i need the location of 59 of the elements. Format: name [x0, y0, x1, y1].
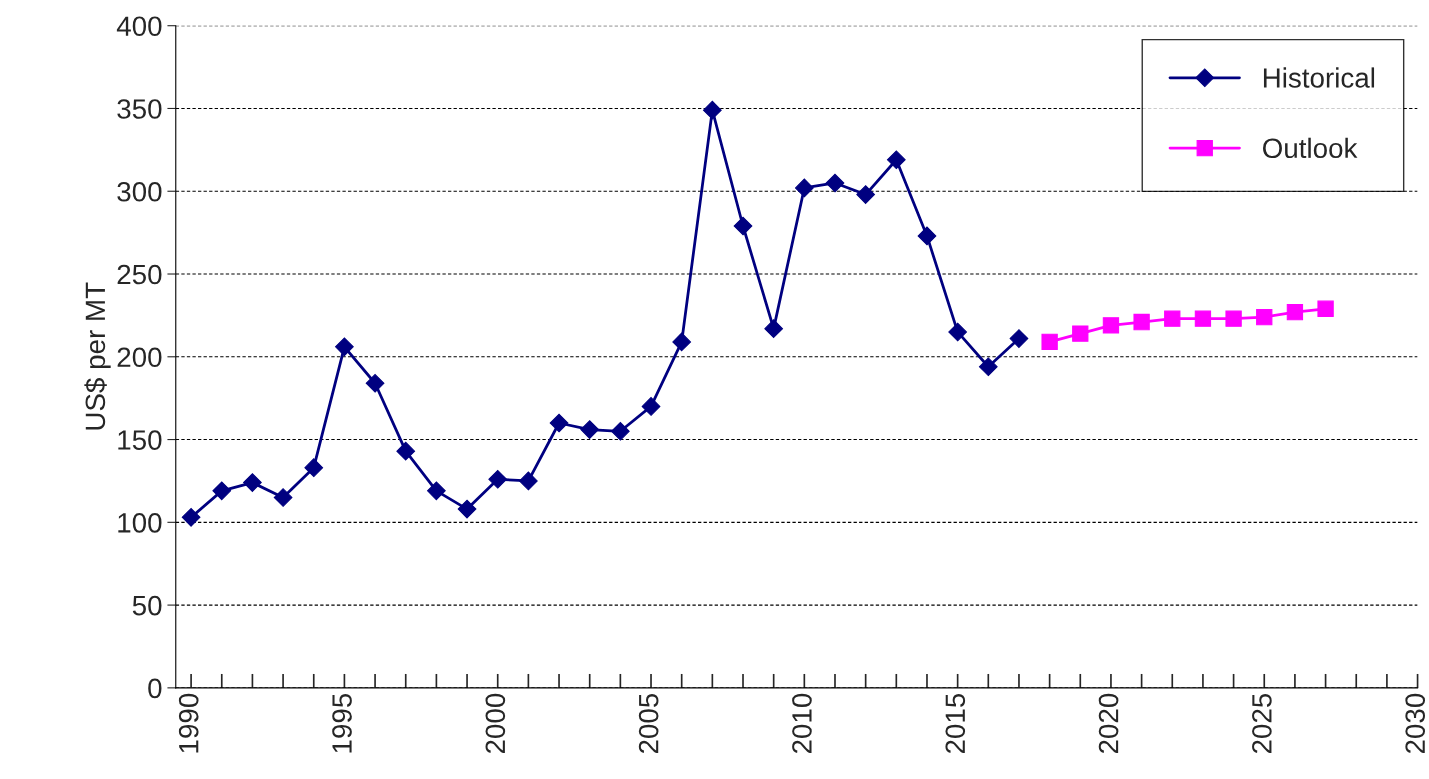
- x-tick-label: 2000: [485, 693, 506, 754]
- point: [948, 322, 967, 342]
- point: [549, 413, 569, 433]
- y-tick-label: 350: [117, 99, 162, 119]
- y-tick-label: 150: [118, 430, 162, 450]
- point: [856, 185, 876, 204]
- point: [794, 178, 814, 198]
- point: [181, 507, 201, 527]
- y-tick-label: 400: [116, 16, 162, 37]
- point: [273, 488, 293, 507]
- point: [304, 458, 324, 478]
- y-tick-label: 0: [148, 678, 162, 699]
- point: [1194, 310, 1212, 327]
- x-tick-label: 2030: [1405, 693, 1426, 754]
- point: [396, 441, 416, 461]
- point: [611, 421, 630, 441]
- point: [764, 319, 784, 338]
- legend-label: Outlook: [1263, 137, 1358, 159]
- y-tick-label: 50: [132, 595, 162, 616]
- point: [1286, 303, 1304, 321]
- point: [1256, 308, 1273, 326]
- point: [641, 397, 661, 416]
- point: [1133, 313, 1150, 331]
- point: [825, 173, 845, 193]
- point: [672, 332, 692, 352]
- point: [1317, 300, 1334, 317]
- point: [733, 216, 753, 236]
- x-tick-label: 2020: [1098, 693, 1119, 754]
- point: [365, 373, 385, 393]
- point: [519, 471, 538, 491]
- y-tick-label: 100: [118, 512, 162, 533]
- point: [702, 100, 722, 120]
- point: [917, 226, 937, 246]
- point: [243, 473, 262, 492]
- point: [1102, 317, 1120, 334]
- x-tick-label: 1995: [332, 693, 352, 753]
- legend-label: Historical: [1263, 67, 1375, 88]
- y-tick-label: 250: [117, 264, 162, 285]
- y-tick-label: 300: [117, 181, 162, 202]
- point: [1009, 329, 1029, 348]
- point: [335, 337, 354, 357]
- x-tick-label: 2015: [945, 693, 966, 754]
- point: [580, 420, 600, 439]
- x-tick-label: 2010: [792, 693, 812, 754]
- point: [978, 357, 998, 377]
- point: [886, 150, 906, 170]
- y-axis-title: US$ per MT: [84, 282, 111, 430]
- point: [457, 499, 477, 519]
- point: [1041, 333, 1058, 351]
- x-tick-label: 2005: [638, 693, 659, 754]
- point: [1225, 310, 1242, 327]
- x-tick-label: 2025: [1252, 693, 1272, 754]
- point: [488, 469, 508, 489]
- point: [1072, 325, 1089, 342]
- x-tick-label: 1990: [178, 693, 199, 753]
- point: [212, 481, 232, 501]
- point: [1164, 310, 1181, 327]
- y-tick-label: 200: [117, 347, 162, 368]
- point: [427, 481, 446, 501]
